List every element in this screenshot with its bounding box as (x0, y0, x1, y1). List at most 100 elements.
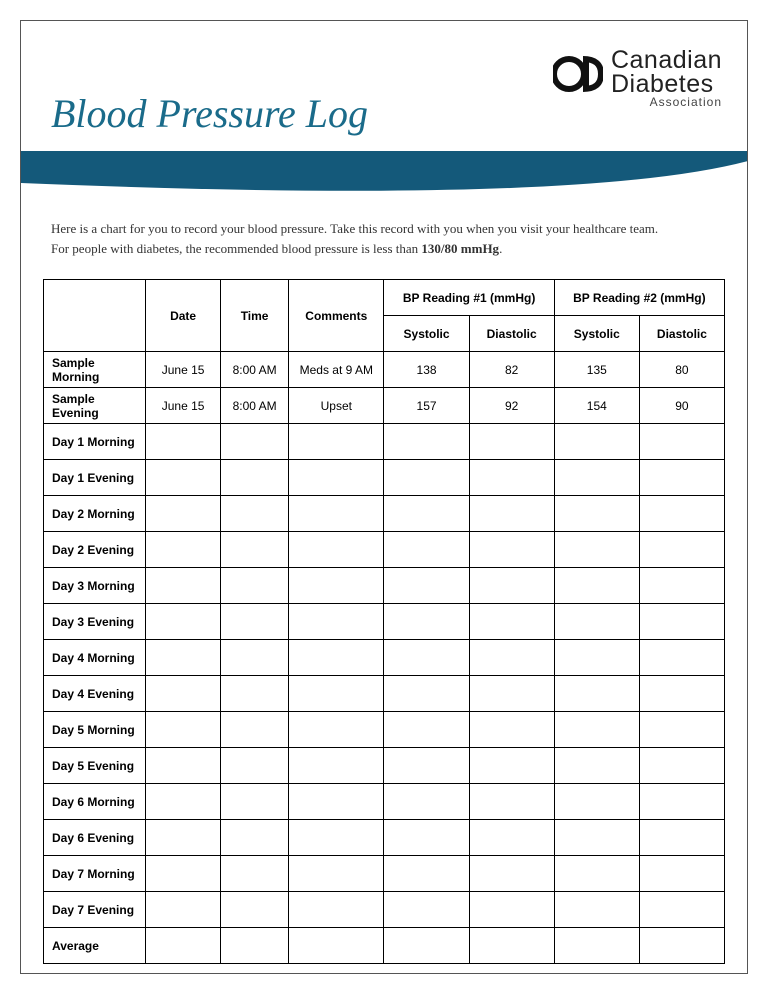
intro-line1: Here is a chart for you to record your b… (51, 219, 717, 239)
cell-comments (289, 460, 384, 496)
banner-swoosh (21, 151, 747, 201)
col-date: Date (146, 280, 221, 352)
table-row: Day 2 Evening (44, 532, 725, 568)
cell-comments (289, 640, 384, 676)
table-row: Sample EveningJune 158:00 AMUpset1579215… (44, 388, 725, 424)
cell-time (221, 604, 289, 640)
cell-d1 (469, 568, 554, 604)
table-row: Day 5 Morning (44, 712, 725, 748)
org-logo: Canadian Diabetes Association (553, 49, 722, 108)
cell-s1 (384, 640, 469, 676)
row-label: Average (44, 928, 146, 964)
row-label: Sample Evening (44, 388, 146, 424)
cell-d1: 82 (469, 352, 554, 388)
cell-d2 (639, 892, 724, 928)
cell-date (146, 820, 221, 856)
cell-s2: 135 (554, 352, 639, 388)
cell-d1 (469, 748, 554, 784)
cell-date (146, 748, 221, 784)
cell-date (146, 532, 221, 568)
cell-comments (289, 424, 384, 460)
cell-s2 (554, 424, 639, 460)
cell-s1 (384, 748, 469, 784)
intro-text: Here is a chart for you to record your b… (21, 201, 747, 271)
col-comments: Comments (289, 280, 384, 352)
cell-s2 (554, 712, 639, 748)
cell-d2: 80 (639, 352, 724, 388)
row-label: Day 2 Evening (44, 532, 146, 568)
cell-s1: 138 (384, 352, 469, 388)
table-row: Sample MorningJune 158:00 AMMeds at 9 AM… (44, 352, 725, 388)
cell-date (146, 460, 221, 496)
table-row: Day 1 Morning (44, 424, 725, 460)
col-time: Time (221, 280, 289, 352)
col-bp1-dia: Diastolic (469, 316, 554, 352)
cell-d1 (469, 604, 554, 640)
cell-s2 (554, 892, 639, 928)
cell-d1 (469, 640, 554, 676)
cell-date (146, 712, 221, 748)
cell-s2 (554, 856, 639, 892)
page-title: Blood Pressure Log (51, 90, 368, 137)
cell-date (146, 568, 221, 604)
cell-d2 (639, 640, 724, 676)
cell-date (146, 856, 221, 892)
cell-s1 (384, 820, 469, 856)
cell-s1 (384, 856, 469, 892)
cell-s1 (384, 892, 469, 928)
table-row: Day 5 Evening (44, 748, 725, 784)
row-label: Day 4 Morning (44, 640, 146, 676)
cell-s2 (554, 748, 639, 784)
col-blank (44, 280, 146, 352)
col-bp2-sys: Systolic (554, 316, 639, 352)
cell-s2 (554, 784, 639, 820)
cell-s2 (554, 820, 639, 856)
cell-time (221, 676, 289, 712)
row-label: Day 3 Evening (44, 604, 146, 640)
cell-time (221, 424, 289, 460)
page-frame: Blood Pressure Log Canadian Diabetes Ass… (20, 20, 748, 974)
row-label: Day 6 Evening (44, 820, 146, 856)
cell-d1 (469, 712, 554, 748)
intro-line2: For people with diabetes, the recommende… (51, 239, 717, 259)
table-row: Day 1 Evening (44, 460, 725, 496)
cell-s1 (384, 676, 469, 712)
cell-date (146, 640, 221, 676)
row-label: Day 3 Morning (44, 568, 146, 604)
cell-d2 (639, 856, 724, 892)
cell-d1 (469, 532, 554, 568)
table-row: Day 4 Evening (44, 676, 725, 712)
logo-line2: Diabetes (611, 73, 722, 97)
cell-d2 (639, 568, 724, 604)
cell-d2: 90 (639, 388, 724, 424)
cell-d2 (639, 532, 724, 568)
cell-s1 (384, 784, 469, 820)
cell-comments (289, 856, 384, 892)
cell-time: 8:00 AM (221, 352, 289, 388)
cell-date: June 15 (146, 352, 221, 388)
table-container: Date Time Comments BP Reading #1 (mmHg) … (21, 271, 747, 964)
cell-d2 (639, 784, 724, 820)
cell-date (146, 784, 221, 820)
cell-s2: 154 (554, 388, 639, 424)
cell-d1 (469, 676, 554, 712)
cell-s1: 157 (384, 388, 469, 424)
cell-d2 (639, 820, 724, 856)
cell-d1 (469, 928, 554, 964)
cell-s2 (554, 496, 639, 532)
cell-s1 (384, 604, 469, 640)
cell-date (146, 496, 221, 532)
table-row: Day 6 Evening (44, 820, 725, 856)
logo-line3: Association (611, 97, 722, 108)
cell-s2 (554, 640, 639, 676)
table-row: Day 2 Morning (44, 496, 725, 532)
cell-date (146, 676, 221, 712)
cell-date (146, 604, 221, 640)
cell-d1 (469, 856, 554, 892)
cell-date: June 15 (146, 388, 221, 424)
cell-time (221, 460, 289, 496)
cell-comments (289, 892, 384, 928)
cell-s1 (384, 928, 469, 964)
row-label: Day 6 Morning (44, 784, 146, 820)
cell-d1: 92 (469, 388, 554, 424)
